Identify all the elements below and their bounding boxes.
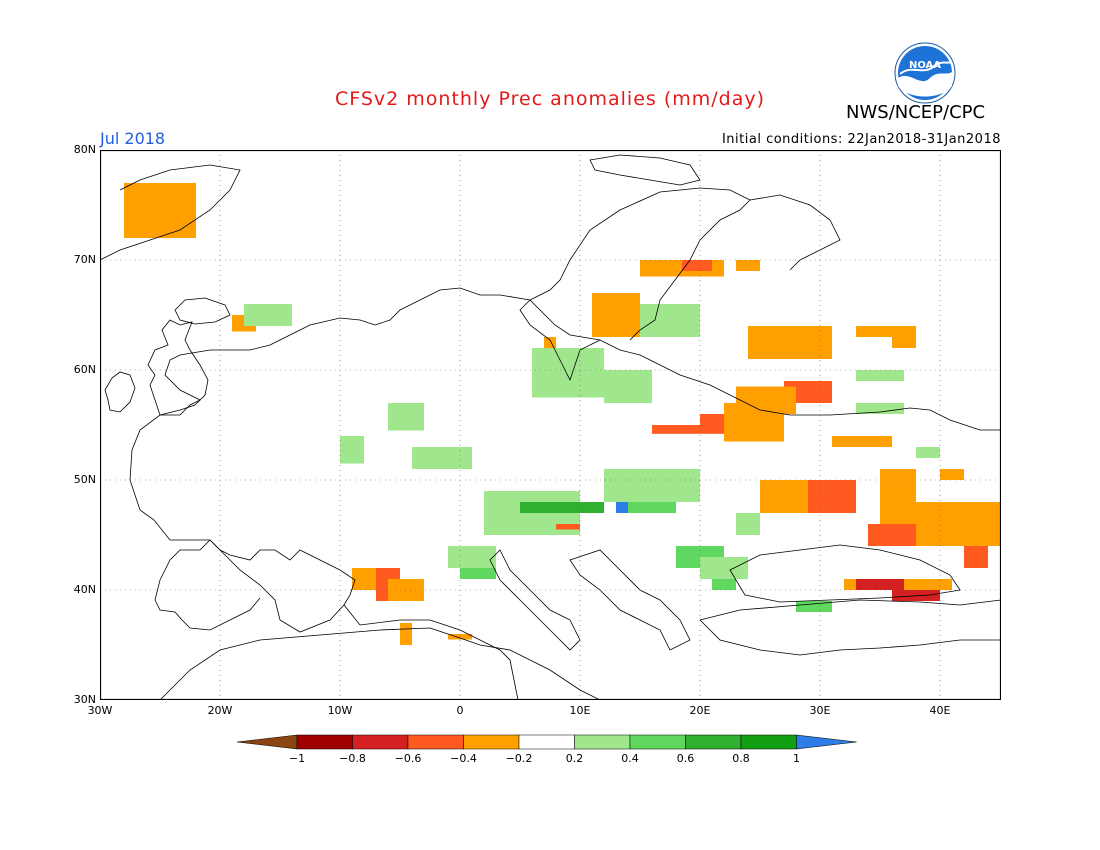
anomaly-cell (532, 348, 604, 398)
precip-anomaly-map (100, 150, 1001, 700)
anomaly-cell (544, 337, 556, 348)
anomaly-cell (616, 502, 628, 513)
lon-tick-label: 20W (200, 704, 240, 717)
anomaly-cell (352, 568, 376, 590)
colorbar-tick-label: 1 (793, 752, 800, 765)
colorbar-box (353, 735, 409, 749)
anomaly-cell (244, 304, 292, 326)
anomaly-cell (892, 337, 916, 348)
lat-tick-label: 30N (62, 693, 96, 706)
anomaly-cell (592, 293, 640, 337)
agency-label: NWS/NCEP/CPC (846, 102, 985, 123)
anomaly-cell (124, 183, 196, 238)
colorbar-box (297, 735, 353, 749)
anomaly-cell (856, 326, 916, 337)
anomaly-cell (856, 579, 904, 590)
lon-tick-label: 40E (920, 704, 960, 717)
anomaly-cell (724, 403, 784, 442)
anomaly-cell (448, 546, 496, 568)
anomaly-cell (340, 436, 364, 464)
anomaly-cell (712, 579, 736, 590)
colorbar-box (630, 735, 686, 749)
anomaly-cell (916, 502, 1000, 546)
anomaly-cell (556, 524, 580, 530)
anomaly-cell (520, 502, 604, 513)
coastline (100, 155, 1001, 700)
colorbar-tick-label: 0.6 (677, 752, 695, 765)
anomaly-cell (868, 524, 916, 546)
lat-tick-label: 50N (62, 473, 96, 486)
anomaly-cell (412, 447, 472, 469)
colorbar-tick-label: 0.8 (732, 752, 750, 765)
lon-tick-label: 10E (560, 704, 600, 717)
lon-tick-label: 20E (680, 704, 720, 717)
anomaly-cell (916, 447, 940, 458)
lat-tick-label: 60N (62, 363, 96, 376)
colorbar-min-arrow (237, 735, 297, 749)
colorbar-box (464, 735, 520, 749)
anomaly-cell (736, 260, 760, 271)
svg-text:NOAA: NOAA (909, 60, 941, 71)
lat-tick-label: 70N (62, 253, 96, 266)
anomaly-cell (388, 403, 424, 431)
anomaly-cells (124, 183, 1000, 645)
colorbar-tick-label: 0.2 (566, 752, 584, 765)
anomaly-cell (856, 370, 904, 381)
lon-tick-label: 30E (800, 704, 840, 717)
lon-tick-label: 10W (320, 704, 360, 717)
forecast-month: Jul 2018 (100, 129, 165, 148)
anomaly-cell (700, 557, 748, 579)
colorbar-tick-label: −0.8 (339, 752, 366, 765)
colorbar: −1 −0.8 −0.6 −0.4 −0.2 0.2 0.4 0.6 0.8 1 (235, 730, 865, 770)
colorbar-tick-label: −0.4 (450, 752, 477, 765)
colorbar-tick-label: 0.4 (621, 752, 639, 765)
map-title: CFSv2 monthly Prec anomalies (mm/day) (240, 88, 860, 110)
anomaly-cell (736, 513, 760, 535)
anomaly-cell (400, 623, 412, 645)
noaa-logo: NOAA (894, 42, 956, 104)
colorbar-box (741, 735, 797, 749)
anomaly-cell (748, 326, 832, 359)
colorbar-box (519, 735, 575, 749)
initial-conditions: Initial conditions: 22Jan2018-31Jan2018 (722, 132, 1001, 147)
lon-tick-label: 0 (440, 704, 480, 717)
colorbar-tick-label: −0.2 (506, 752, 533, 765)
lat-tick-label: 40N (62, 583, 96, 596)
anomaly-cell (682, 260, 712, 271)
colorbar-box (575, 735, 631, 749)
colorbar-box (686, 735, 742, 749)
anomaly-cell (604, 370, 652, 403)
colorbar-max-arrow (797, 735, 857, 749)
anomaly-cell (652, 425, 724, 434)
colorbar-tick-label: −1 (289, 752, 305, 765)
colorbar-tick-label: −0.6 (395, 752, 422, 765)
lat-tick-label: 80N (62, 143, 96, 156)
anomaly-cell (964, 546, 988, 568)
anomaly-cell (808, 480, 856, 513)
anomaly-cell (832, 436, 892, 447)
anomaly-cell (940, 469, 964, 480)
colorbar-box (408, 735, 464, 749)
anomaly-cell (604, 469, 700, 502)
